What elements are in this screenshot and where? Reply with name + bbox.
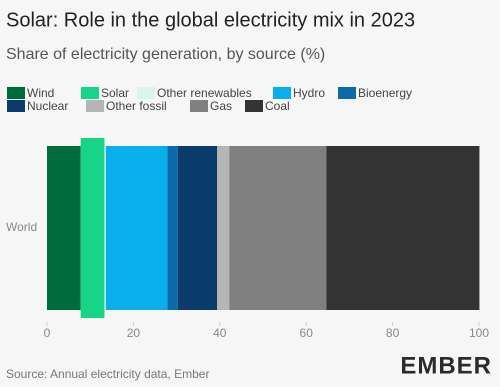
legend-swatch (245, 100, 263, 112)
legend-label: Nuclear (27, 99, 68, 113)
legend-label: Coal (265, 99, 290, 113)
legend-swatch (86, 100, 104, 112)
legend-swatch (273, 87, 291, 99)
legend-label: Wind (27, 86, 54, 100)
legend-label: Bioenergy (358, 86, 412, 100)
bar-segment (104, 146, 106, 310)
legend-label: Other renewables (157, 86, 252, 100)
legend-swatch (81, 87, 99, 99)
legend-swatch (338, 87, 356, 99)
y-tick-label: World (6, 220, 37, 234)
bar-segment (177, 146, 218, 310)
bar-segment (229, 146, 327, 310)
bar-segment (80, 138, 105, 318)
x-tick-label: 0 (44, 326, 51, 340)
chart-title: Solar: Role in the global electricity mi… (6, 9, 415, 31)
logo: EMBER (400, 352, 492, 379)
bar-segment (47, 146, 81, 310)
x-tick-label: 80 (386, 326, 400, 340)
x-tick-label: 60 (300, 326, 314, 340)
legend-label: Other fossil (106, 99, 167, 113)
legend-swatch (190, 100, 208, 112)
legend-label: Hydro (293, 86, 325, 100)
source-note: Source: Annual electricity data, Ember (6, 367, 209, 381)
bar-segment (217, 146, 230, 310)
legend-label: Solar (101, 86, 129, 100)
x-tick-label: 100 (469, 326, 489, 340)
chart-subtitle: Share of electricity generation, by sour… (6, 46, 325, 63)
bar-segment (167, 146, 178, 310)
bar-segment (326, 146, 480, 310)
legend-swatch (7, 87, 25, 99)
legend-label: Gas (210, 99, 232, 113)
legend-swatch (7, 100, 25, 112)
x-tick-label: 20 (127, 326, 141, 340)
x-tick-label: 40 (213, 326, 227, 340)
bar-segment (105, 146, 168, 310)
legend-swatch (137, 87, 155, 99)
